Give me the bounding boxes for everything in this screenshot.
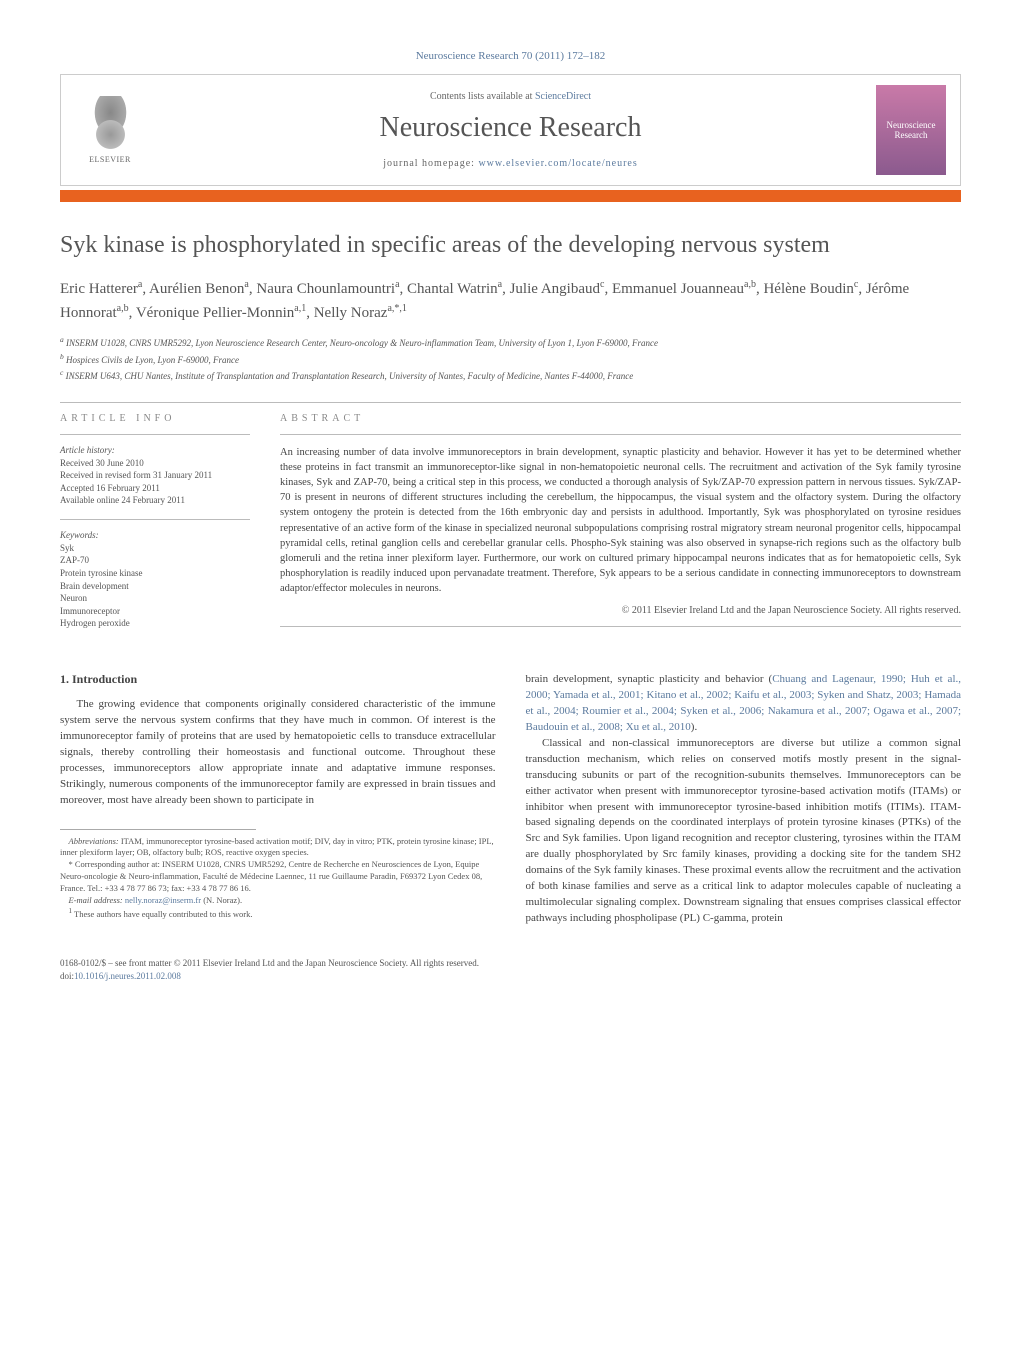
- journal-homepage: journal homepage: www.elsevier.com/locat…: [145, 158, 876, 169]
- abstract-divider-bottom: [280, 626, 961, 627]
- journal-cover-thumbnail: Neuroscience Research: [876, 85, 946, 175]
- body-column-right: brain development, synaptic plasticity a…: [526, 672, 962, 927]
- intro-para-1-continued: brain development, synaptic plasticity a…: [526, 672, 962, 736]
- contents-prefix: Contents lists available at: [430, 91, 535, 102]
- abbreviations-footnote: Abbreviations: ITAM, immunoreceptor tyro…: [60, 836, 496, 860]
- header-citation: Neuroscience Research 70 (2011) 172–182: [60, 50, 961, 62]
- info-divider-1: [60, 434, 250, 435]
- homepage-link[interactable]: www.elsevier.com/locate/neures: [478, 158, 637, 169]
- article-info-block: ARTICLE INFO Article history: Received 3…: [60, 413, 250, 643]
- keyword: Hydrogen peroxide: [60, 617, 250, 630]
- elsevier-tree-icon: [83, 96, 138, 151]
- history-label: Article history:: [60, 445, 250, 455]
- email-link[interactable]: nelly.noraz@inserm.fr: [125, 895, 201, 905]
- affiliation-a: a INSERM U1028, CNRS UMR5292, Lyon Neuro…: [60, 334, 961, 351]
- intro-para-2: Classical and non-classical immunorecept…: [526, 736, 962, 927]
- elsevier-logo: ELSEVIER: [75, 90, 145, 170]
- keyword: Neuron: [60, 592, 250, 605]
- body-column-left: 1. Introduction The growing evidence tha…: [60, 672, 496, 927]
- journal-header-box: ELSEVIER Contents lists available at Sci…: [60, 74, 961, 186]
- footer-copyright: 0168-0102/$ – see front matter © 2011 El…: [60, 957, 961, 970]
- history-line: Received 30 June 2010: [60, 457, 250, 470]
- info-divider-2: [60, 519, 250, 520]
- journal-title: Neuroscience Research: [145, 112, 876, 144]
- sciencedirect-link[interactable]: ScienceDirect: [535, 91, 591, 102]
- intro-para-1: The growing evidence that components ori…: [60, 697, 496, 809]
- email-footnote: E-mail address: nelly.noraz@inserm.fr (N…: [60, 895, 496, 907]
- keyword: ZAP-70: [60, 554, 250, 567]
- corresponding-footnote: * Corresponding author at: INSERM U1028,…: [60, 859, 496, 895]
- abstract-divider: [280, 434, 961, 435]
- keywords-block: Keywords: Syk ZAP-70 Protein tyrosine ki…: [60, 530, 250, 630]
- page-footer: 0168-0102/$ – see front matter © 2011 El…: [60, 957, 961, 982]
- article-title: Syk kinase is phosphorylated in specific…: [60, 232, 961, 259]
- accent-bar: [60, 190, 961, 202]
- email-suffix: (N. Noraz).: [201, 895, 242, 905]
- body-two-column: 1. Introduction The growing evidence tha…: [60, 672, 961, 927]
- authors-list: Eric Hatterera, Aurélien Benona, Naura C…: [60, 277, 961, 324]
- abstract-label: ABSTRACT: [280, 413, 961, 424]
- article-history: Article history: Received 30 June 2010 R…: [60, 445, 250, 507]
- footer-doi: doi:10.1016/j.neures.2011.02.008: [60, 970, 961, 983]
- para-suffix: ).: [691, 721, 697, 733]
- abbrev-text: ITAM, immunoreceptor tyrosine-based acti…: [60, 836, 494, 858]
- affiliation-c: c INSERM U643, CHU Nantes, Institute of …: [60, 367, 961, 384]
- history-line: Received in revised form 31 January 2011: [60, 469, 250, 482]
- para-prefix: brain development, synaptic plasticity a…: [526, 673, 773, 685]
- affiliation-b: b Hospices Civils de Lyon, Lyon F-69000,…: [60, 351, 961, 368]
- keyword: Syk: [60, 542, 250, 555]
- info-abstract-row: ARTICLE INFO Article history: Received 3…: [60, 413, 961, 643]
- journal-header-center: Contents lists available at ScienceDirec…: [145, 91, 876, 169]
- divider-top: [60, 402, 961, 403]
- footnote-divider: [60, 829, 256, 830]
- abbrev-prefix: Abbreviations:: [69, 836, 121, 846]
- equal-contribution-footnote: 1 These authors have equally contributed…: [60, 907, 496, 921]
- keyword: Immunoreceptor: [60, 605, 250, 618]
- affiliations: a INSERM U1028, CNRS UMR5292, Lyon Neuro…: [60, 334, 961, 384]
- abstract-copyright: © 2011 Elsevier Ireland Ltd and the Japa…: [280, 605, 961, 616]
- abstract-block: ABSTRACT An increasing number of data in…: [280, 413, 961, 643]
- abstract-text: An increasing number of data involve imm…: [280, 445, 961, 597]
- keyword: Brain development: [60, 580, 250, 593]
- contents-available: Contents lists available at ScienceDirec…: [145, 91, 876, 102]
- section-1-heading: 1. Introduction: [60, 672, 496, 687]
- homepage-prefix: journal homepage:: [383, 158, 478, 169]
- elsevier-label: ELSEVIER: [89, 155, 131, 164]
- doi-link[interactable]: 10.1016/j.neures.2011.02.008: [74, 971, 181, 981]
- history-line: Available online 24 February 2011: [60, 494, 250, 507]
- doi-prefix: doi:: [60, 971, 74, 981]
- keywords-label: Keywords:: [60, 530, 250, 540]
- article-info-label: ARTICLE INFO: [60, 413, 250, 424]
- email-prefix: E-mail address:: [69, 895, 125, 905]
- history-line: Accepted 16 February 2011: [60, 482, 250, 495]
- keyword: Protein tyrosine kinase: [60, 567, 250, 580]
- cover-label: Neuroscience Research: [880, 120, 942, 140]
